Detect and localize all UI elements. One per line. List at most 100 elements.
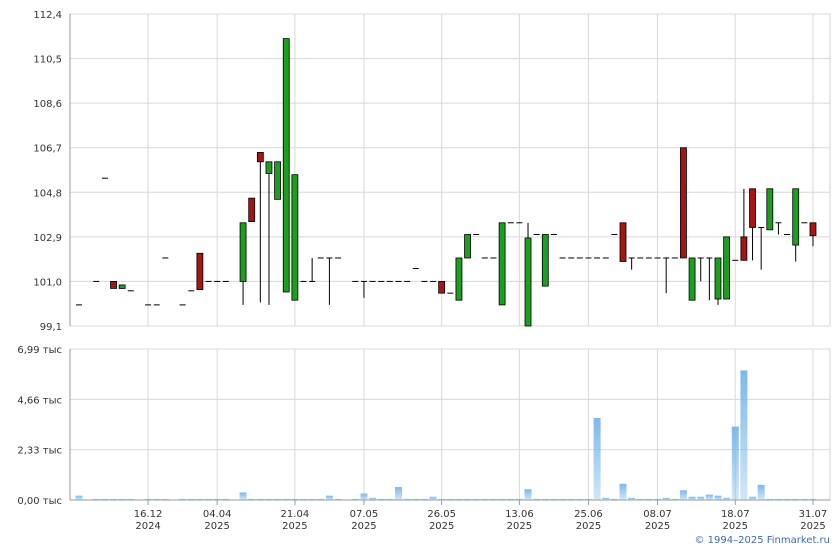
volume-bar <box>757 484 765 500</box>
x-tick-label: 2025 <box>723 521 748 532</box>
y-tick-label: 99,1 <box>40 322 62 333</box>
volume-bar <box>541 498 549 500</box>
candle-body <box>118 284 126 289</box>
volume-bar <box>403 498 411 500</box>
volume-bar <box>127 498 135 500</box>
candle-body <box>291 174 299 301</box>
volume-bar <box>446 498 454 500</box>
volume-bar <box>654 498 662 500</box>
volume-bar <box>161 498 169 500</box>
x-tick-label: 2025 <box>645 521 670 532</box>
volume-bar <box>429 496 437 500</box>
x-tick-label: 16.12 <box>134 509 163 520</box>
y-tick-label: 104,8 <box>33 188 62 199</box>
volume-bar <box>239 492 247 500</box>
volume-bar <box>420 498 428 500</box>
volume-bar <box>740 370 748 500</box>
candle-body <box>256 152 264 163</box>
volume-bar <box>731 426 739 500</box>
candle-body <box>248 197 256 223</box>
volume-bar <box>274 498 282 500</box>
candle-body <box>524 237 532 327</box>
volume-bar <box>800 498 808 500</box>
volume-bar <box>610 498 618 500</box>
volume-bar <box>524 489 532 500</box>
volume-bar <box>317 498 325 500</box>
x-tick-label: 13.06 <box>505 509 534 520</box>
x-tick-label: 2025 <box>800 521 825 532</box>
volume-bar <box>515 498 523 500</box>
candle-body <box>714 257 722 300</box>
volume-bar <box>679 490 687 500</box>
volume-bar <box>300 498 308 500</box>
candle-body <box>282 38 290 293</box>
x-tick-label: 31.07 <box>799 509 828 520</box>
volume-bar <box>697 496 705 500</box>
volume-bar <box>412 498 420 500</box>
volume-bar <box>334 498 342 500</box>
y-tick-label: 0,00 тыс <box>17 496 62 507</box>
volume-bar <box>705 494 713 500</box>
x-tick-label: 18.07 <box>721 509 750 520</box>
volume-bar <box>584 498 592 500</box>
volume-bar <box>783 498 791 500</box>
candle-body <box>438 281 446 294</box>
volume-bar <box>386 498 394 500</box>
x-tick-label: 2025 <box>429 521 454 532</box>
candle-body <box>110 281 117 289</box>
y-tick-label: 2,33 тыс <box>17 446 62 457</box>
plot-frame <box>69 348 831 501</box>
volume-bar <box>351 498 359 500</box>
volume-bar <box>222 498 230 500</box>
candle-body <box>265 161 273 174</box>
volume-bar <box>325 495 333 500</box>
volume-bar <box>628 497 636 500</box>
x-tick-label: 08.07 <box>643 509 672 520</box>
candle-body <box>792 188 800 246</box>
volume-bar <box>110 498 118 500</box>
volume-bar <box>723 497 731 500</box>
volume-bar <box>360 493 368 500</box>
volume-bar <box>559 498 567 500</box>
volume-bar <box>498 498 506 500</box>
candle-body <box>740 236 748 261</box>
volume-bar <box>567 498 575 500</box>
volume-bar <box>550 498 558 500</box>
volume-bar <box>377 498 385 500</box>
x-tick-label: 04.04 <box>203 509 232 520</box>
volume-bar <box>92 498 100 500</box>
candle-body <box>680 147 687 259</box>
volume-bar <box>369 497 377 500</box>
candle-body <box>455 257 463 301</box>
candle-body <box>688 257 696 301</box>
volume-bar <box>489 498 497 500</box>
volume-bar <box>256 498 264 500</box>
volume-bar <box>809 498 817 500</box>
volume-bar <box>282 498 290 500</box>
x-tick-label: 2025 <box>282 521 307 532</box>
volume-bar <box>533 498 541 500</box>
volume-bar <box>248 498 256 500</box>
volume-bar <box>153 498 161 500</box>
candle-body <box>274 161 282 200</box>
volume-bar <box>472 498 480 500</box>
x-tick-label: 2025 <box>576 521 601 532</box>
volume-bar <box>438 498 446 500</box>
y-tick-label: 4,66 тыс <box>17 395 62 406</box>
volume-bar <box>774 498 782 500</box>
volume-bar <box>645 498 653 500</box>
volume-bar <box>291 498 299 500</box>
candle-body <box>498 222 506 306</box>
candle-body <box>766 188 774 231</box>
volume-bar <box>213 498 221 500</box>
volume-bar <box>602 497 610 500</box>
volume-bar <box>662 497 670 500</box>
volume-bar <box>792 498 800 500</box>
y-tick-label: 106,7 <box>33 144 62 155</box>
volume-bar <box>394 487 402 500</box>
volume-bar <box>507 498 515 500</box>
volume-bar <box>75 495 83 500</box>
candle-body <box>749 188 756 228</box>
volume-bar <box>688 496 696 500</box>
x-tick-label: 25.06 <box>574 509 603 520</box>
